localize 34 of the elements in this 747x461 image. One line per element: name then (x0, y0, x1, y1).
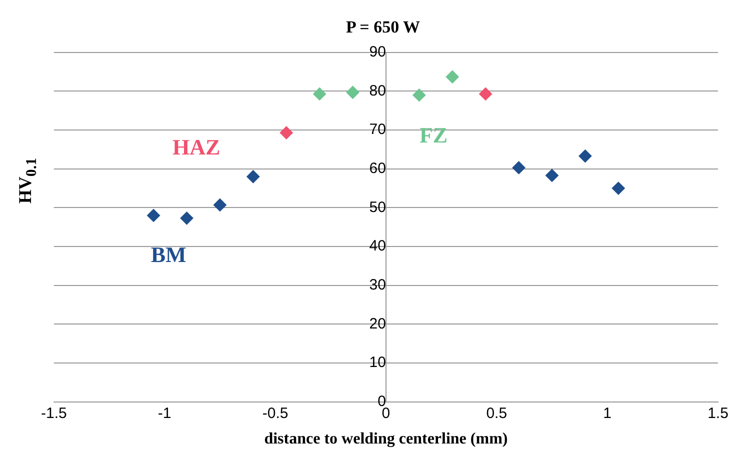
x-tick-label: 0.5 (486, 404, 508, 422)
x-tick-label: 1 (603, 404, 612, 422)
series-label: BM (150, 242, 186, 268)
x-axis-title: distance to welding centerline (mm) (264, 430, 508, 448)
y-tick-label: 80 (369, 82, 386, 100)
y-tick-label: 20 (369, 315, 386, 332)
point (213, 198, 226, 212)
point (346, 86, 360, 99)
series-label: FZ (419, 122, 448, 148)
point (246, 170, 260, 184)
y-tick-label: 40 (369, 238, 386, 255)
point (545, 168, 558, 182)
point (512, 161, 526, 174)
y-tick-label: 10 (369, 354, 386, 372)
point (147, 208, 160, 222)
y-tick-label: 70 (369, 121, 386, 138)
x-tick-label: -1.5 (40, 404, 67, 422)
point (180, 212, 194, 225)
text: HAZ (172, 134, 220, 160)
point (313, 87, 326, 100)
point (612, 182, 625, 195)
point (479, 87, 492, 100)
x-tick-label: -0.5 (262, 404, 288, 422)
point (412, 88, 426, 102)
point (578, 150, 592, 163)
y-tick-label: 50 (369, 198, 386, 216)
y-tick-label: 60 (369, 160, 386, 178)
chart-title: P = 650 W (346, 18, 420, 37)
point (280, 126, 293, 140)
x-tick-label: -1 (158, 404, 172, 422)
y-tick-label: 90 (369, 44, 386, 61)
point (446, 70, 459, 84)
y-tick-label: 30 (369, 276, 386, 294)
x-tick-label: 1.5 (708, 404, 728, 422)
